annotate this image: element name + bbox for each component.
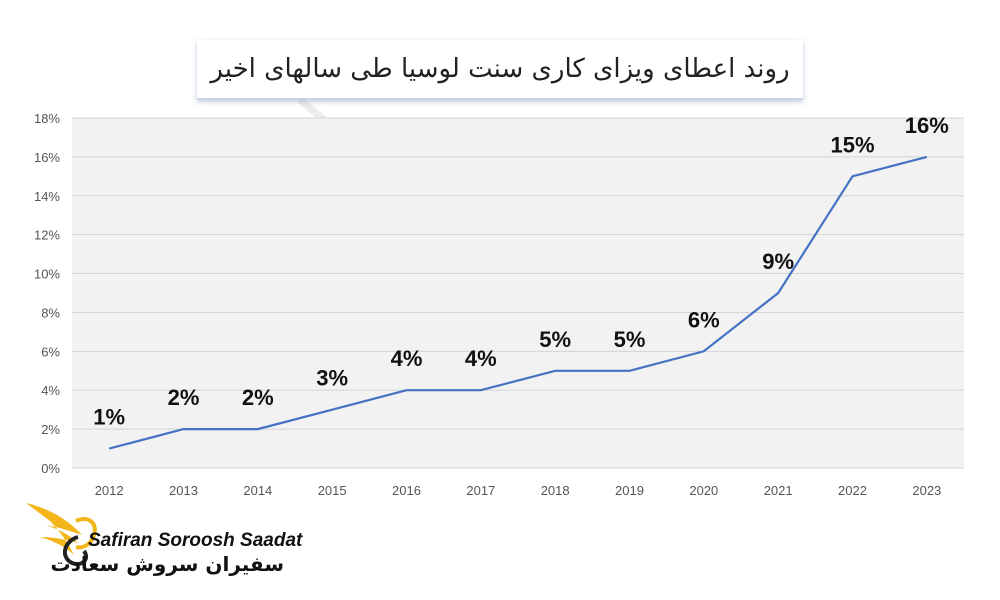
x-tick-label: 2022 <box>838 483 867 498</box>
data-label: 15% <box>830 132 874 157</box>
x-tick-label: 2017 <box>466 483 495 498</box>
swirl-icon <box>62 535 89 566</box>
y-tick-label: 4% <box>41 383 60 398</box>
x-tick-label: 2016 <box>392 483 421 498</box>
x-tick-label: 2013 <box>169 483 198 498</box>
wing-icon <box>26 503 82 555</box>
data-label: 6% <box>688 307 720 332</box>
x-tick-label: 2023 <box>912 483 941 498</box>
brand-logo <box>26 503 97 566</box>
bird-head-icon <box>75 516 97 550</box>
y-tick-label: 10% <box>34 267 60 282</box>
y-tick-label: 16% <box>34 150 60 165</box>
y-tick-label: 12% <box>34 228 60 243</box>
series-line <box>108 155 928 450</box>
y-tick-label: 8% <box>41 305 60 320</box>
data-label: 5% <box>614 327 646 352</box>
brand-name-fa: سفیران سروش سعادت <box>50 552 285 576</box>
data-label: 1% <box>93 405 125 430</box>
data-label: 2% <box>168 385 200 410</box>
x-tick-label: 2014 <box>243 483 272 498</box>
x-tick-label: 2015 <box>318 483 347 498</box>
plot-area <box>72 118 964 468</box>
data-label: 3% <box>316 366 348 391</box>
data-label: 9% <box>762 249 794 274</box>
brand-name-en: Safiran Soroosh Saadat <box>88 530 303 551</box>
y-tick-label: 0% <box>41 461 60 476</box>
x-tick-label: 2020 <box>689 483 718 498</box>
y-tick-label: 6% <box>41 344 60 359</box>
x-tick-label: 2018 <box>541 483 570 498</box>
x-tick-label: 2019 <box>615 483 644 498</box>
data-label: 4% <box>391 346 423 371</box>
data-labels: 1% 2% 2% 3% 4% 4% 5% 5% 6% 9% 15% 16% <box>93 113 949 430</box>
chart-title: روند اعطای ویزای کاری سنت لوسیا طی سالها… <box>210 54 790 84</box>
data-label: 5% <box>539 327 571 352</box>
y-tick-label: 18% <box>34 111 60 126</box>
data-label: 4% <box>465 346 497 371</box>
x-axis-ticks: 2012 2013 2014 2015 2016 2017 2018 2019 2020 2021… <box>95 483 942 498</box>
data-label: 16% <box>905 113 949 138</box>
y-tick-label: 14% <box>34 189 60 204</box>
x-tick-label: 2021 <box>764 483 793 498</box>
x-tick-label: 2012 <box>95 483 124 498</box>
y-tick-label: 2% <box>41 422 60 437</box>
data-label: 2% <box>242 385 274 410</box>
chart-title-box: روند اعطای ویزای کاری سنت لوسیا طی سالها… <box>197 40 803 100</box>
y-axis-ticks: 0% 2% 4% 6% 8% 10% 12% 14% 16% 18% <box>34 111 60 476</box>
